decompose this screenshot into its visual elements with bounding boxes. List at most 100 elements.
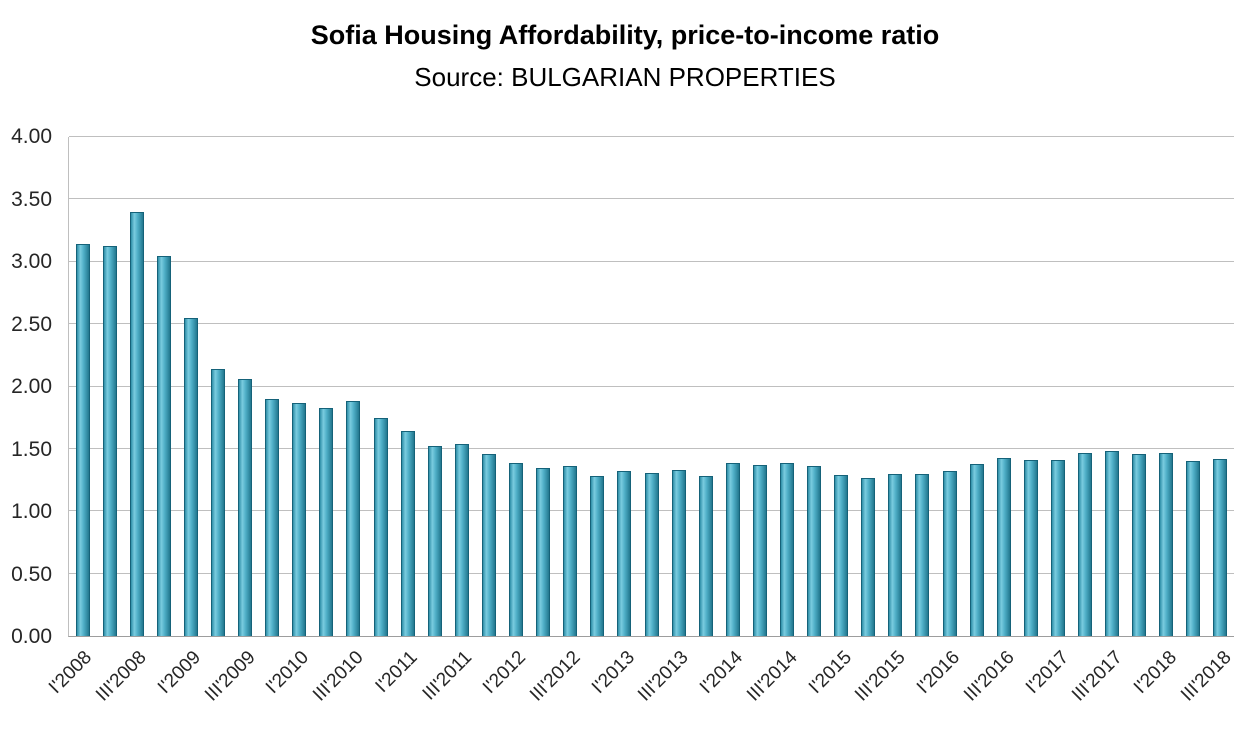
x-tick-label: III'2012 xyxy=(525,647,585,706)
bar-slot xyxy=(69,137,96,636)
bar-I'2014 xyxy=(725,462,740,636)
x-tick-label: III'2008 xyxy=(92,647,151,706)
y-tick-label: 3.50 xyxy=(11,187,52,211)
bar-I'2011 xyxy=(400,431,415,636)
bar-IV'2012 xyxy=(590,476,605,636)
x-tick-label: I'2012 xyxy=(479,647,531,699)
gridline xyxy=(69,198,1234,200)
x-tick-label: III'2018 xyxy=(1176,647,1236,706)
x-tick-label: I'2016 xyxy=(913,647,965,699)
bar-II'2012 xyxy=(536,467,551,636)
bar-slot xyxy=(773,137,800,636)
y-tick-label: 1.00 xyxy=(11,500,52,523)
gridline xyxy=(69,323,1234,325)
x-tick-label: I'2017 xyxy=(1021,647,1073,699)
bar-II'2009 xyxy=(211,369,226,636)
y-tick-label: 0.00 xyxy=(11,625,52,648)
gridline xyxy=(69,447,1234,449)
x-tick-label: I'2018 xyxy=(1130,647,1182,699)
y-tick-label: 3.00 xyxy=(11,250,52,273)
bar-slot xyxy=(232,137,259,636)
bar-slot xyxy=(1071,137,1098,636)
bar-IV'2016 xyxy=(1023,460,1038,636)
bar-III'2017 xyxy=(1105,451,1120,636)
bar-slot xyxy=(882,137,909,636)
bar-slot xyxy=(340,137,367,636)
x-tick-label: III'2010 xyxy=(309,647,368,706)
bar-IV'2013 xyxy=(698,476,713,636)
bar-slot xyxy=(313,137,340,636)
x-tick-label: III'2014 xyxy=(742,647,802,706)
x-tick-label: III'2016 xyxy=(959,647,1019,706)
bar-slot xyxy=(719,137,746,636)
bar-III'2013 xyxy=(671,470,686,636)
plot-area xyxy=(68,136,1234,637)
x-tick-label: I'2010 xyxy=(262,647,314,699)
bar-III'2014 xyxy=(779,462,794,636)
bar-slot xyxy=(665,137,692,636)
bar-III'2015 xyxy=(888,473,903,636)
gridline xyxy=(69,136,1234,137)
x-tick-label: I'2014 xyxy=(696,647,748,699)
x-axis-tick-labels: I'2008 III'2008 I'2009 III'2009 I'2010 III'20… xyxy=(45,637,1236,747)
bar-I'2012 xyxy=(509,462,524,636)
bar-slot xyxy=(611,137,638,636)
bar-II'2011 xyxy=(427,446,442,636)
gridline xyxy=(69,385,1234,387)
x-tick-label: III'2015 xyxy=(851,647,910,706)
x-tick-label: I'2015 xyxy=(804,647,856,699)
bar-slot xyxy=(1099,137,1126,636)
bar-slot xyxy=(828,137,855,636)
chart-subtitle: Source: BULGARIAN PROPERTIES xyxy=(414,62,836,92)
bar-slot xyxy=(177,137,204,636)
bar-slot xyxy=(855,137,882,636)
bar-IV'2009 xyxy=(265,398,280,636)
bar-IV'2014 xyxy=(807,466,822,636)
bar-III'2018 xyxy=(1213,458,1228,636)
bar-slot xyxy=(746,137,773,636)
bar-II'2014 xyxy=(752,465,767,636)
bar-series xyxy=(69,137,1234,636)
y-tick-label: 2.00 xyxy=(11,375,52,398)
bar-slot xyxy=(638,137,665,636)
chart-title: Sofia Housing Affordability, price-to-in… xyxy=(310,20,940,50)
bar-III'2010 xyxy=(346,401,361,636)
x-tick-label: III'2011 xyxy=(418,647,477,705)
bar-III'2008 xyxy=(129,211,144,636)
bar-slot xyxy=(1207,137,1234,636)
bar-slot xyxy=(448,137,475,636)
y-axis-tick-labels: 0.00 0.50 1.00 1.50 2.00 2.50 3.00 3.50 4.00 xyxy=(0,125,58,648)
x-tick-label: III'2017 xyxy=(1068,647,1127,706)
bar-slot xyxy=(801,137,828,636)
bar-slot xyxy=(963,137,990,636)
bar-I'2013 xyxy=(617,471,632,636)
bar-III'2012 xyxy=(563,466,578,636)
bar-slot xyxy=(286,137,313,636)
bar-slot xyxy=(96,137,123,636)
bar-slot xyxy=(584,137,611,636)
bar-slot xyxy=(1044,137,1071,636)
bar-III'2016 xyxy=(996,457,1011,636)
bar-IV'2010 xyxy=(373,417,388,636)
bar-slot xyxy=(123,137,150,636)
bar-slot xyxy=(204,137,231,636)
bar-slot xyxy=(1017,137,1044,636)
x-tick-label: I'2011 xyxy=(371,647,422,698)
bar-slot xyxy=(503,137,530,636)
bar-slot xyxy=(692,137,719,636)
bar-slot xyxy=(990,137,1017,636)
bar-II'2016 xyxy=(969,463,984,636)
bar-slot xyxy=(1180,137,1207,636)
bar-slot xyxy=(909,137,936,636)
bar-I'2008 xyxy=(75,244,90,636)
bar-II'2013 xyxy=(644,472,659,636)
bar-slot xyxy=(557,137,584,636)
bar-IV'2017 xyxy=(1132,453,1147,636)
bar-slot xyxy=(936,137,963,636)
bar-I'2018 xyxy=(1159,452,1174,636)
x-tick-label: III'2009 xyxy=(200,647,260,706)
bar-I'2016 xyxy=(942,471,957,636)
x-tick-label: III'2013 xyxy=(634,647,693,706)
y-tick-label: 0.50 xyxy=(11,562,52,586)
